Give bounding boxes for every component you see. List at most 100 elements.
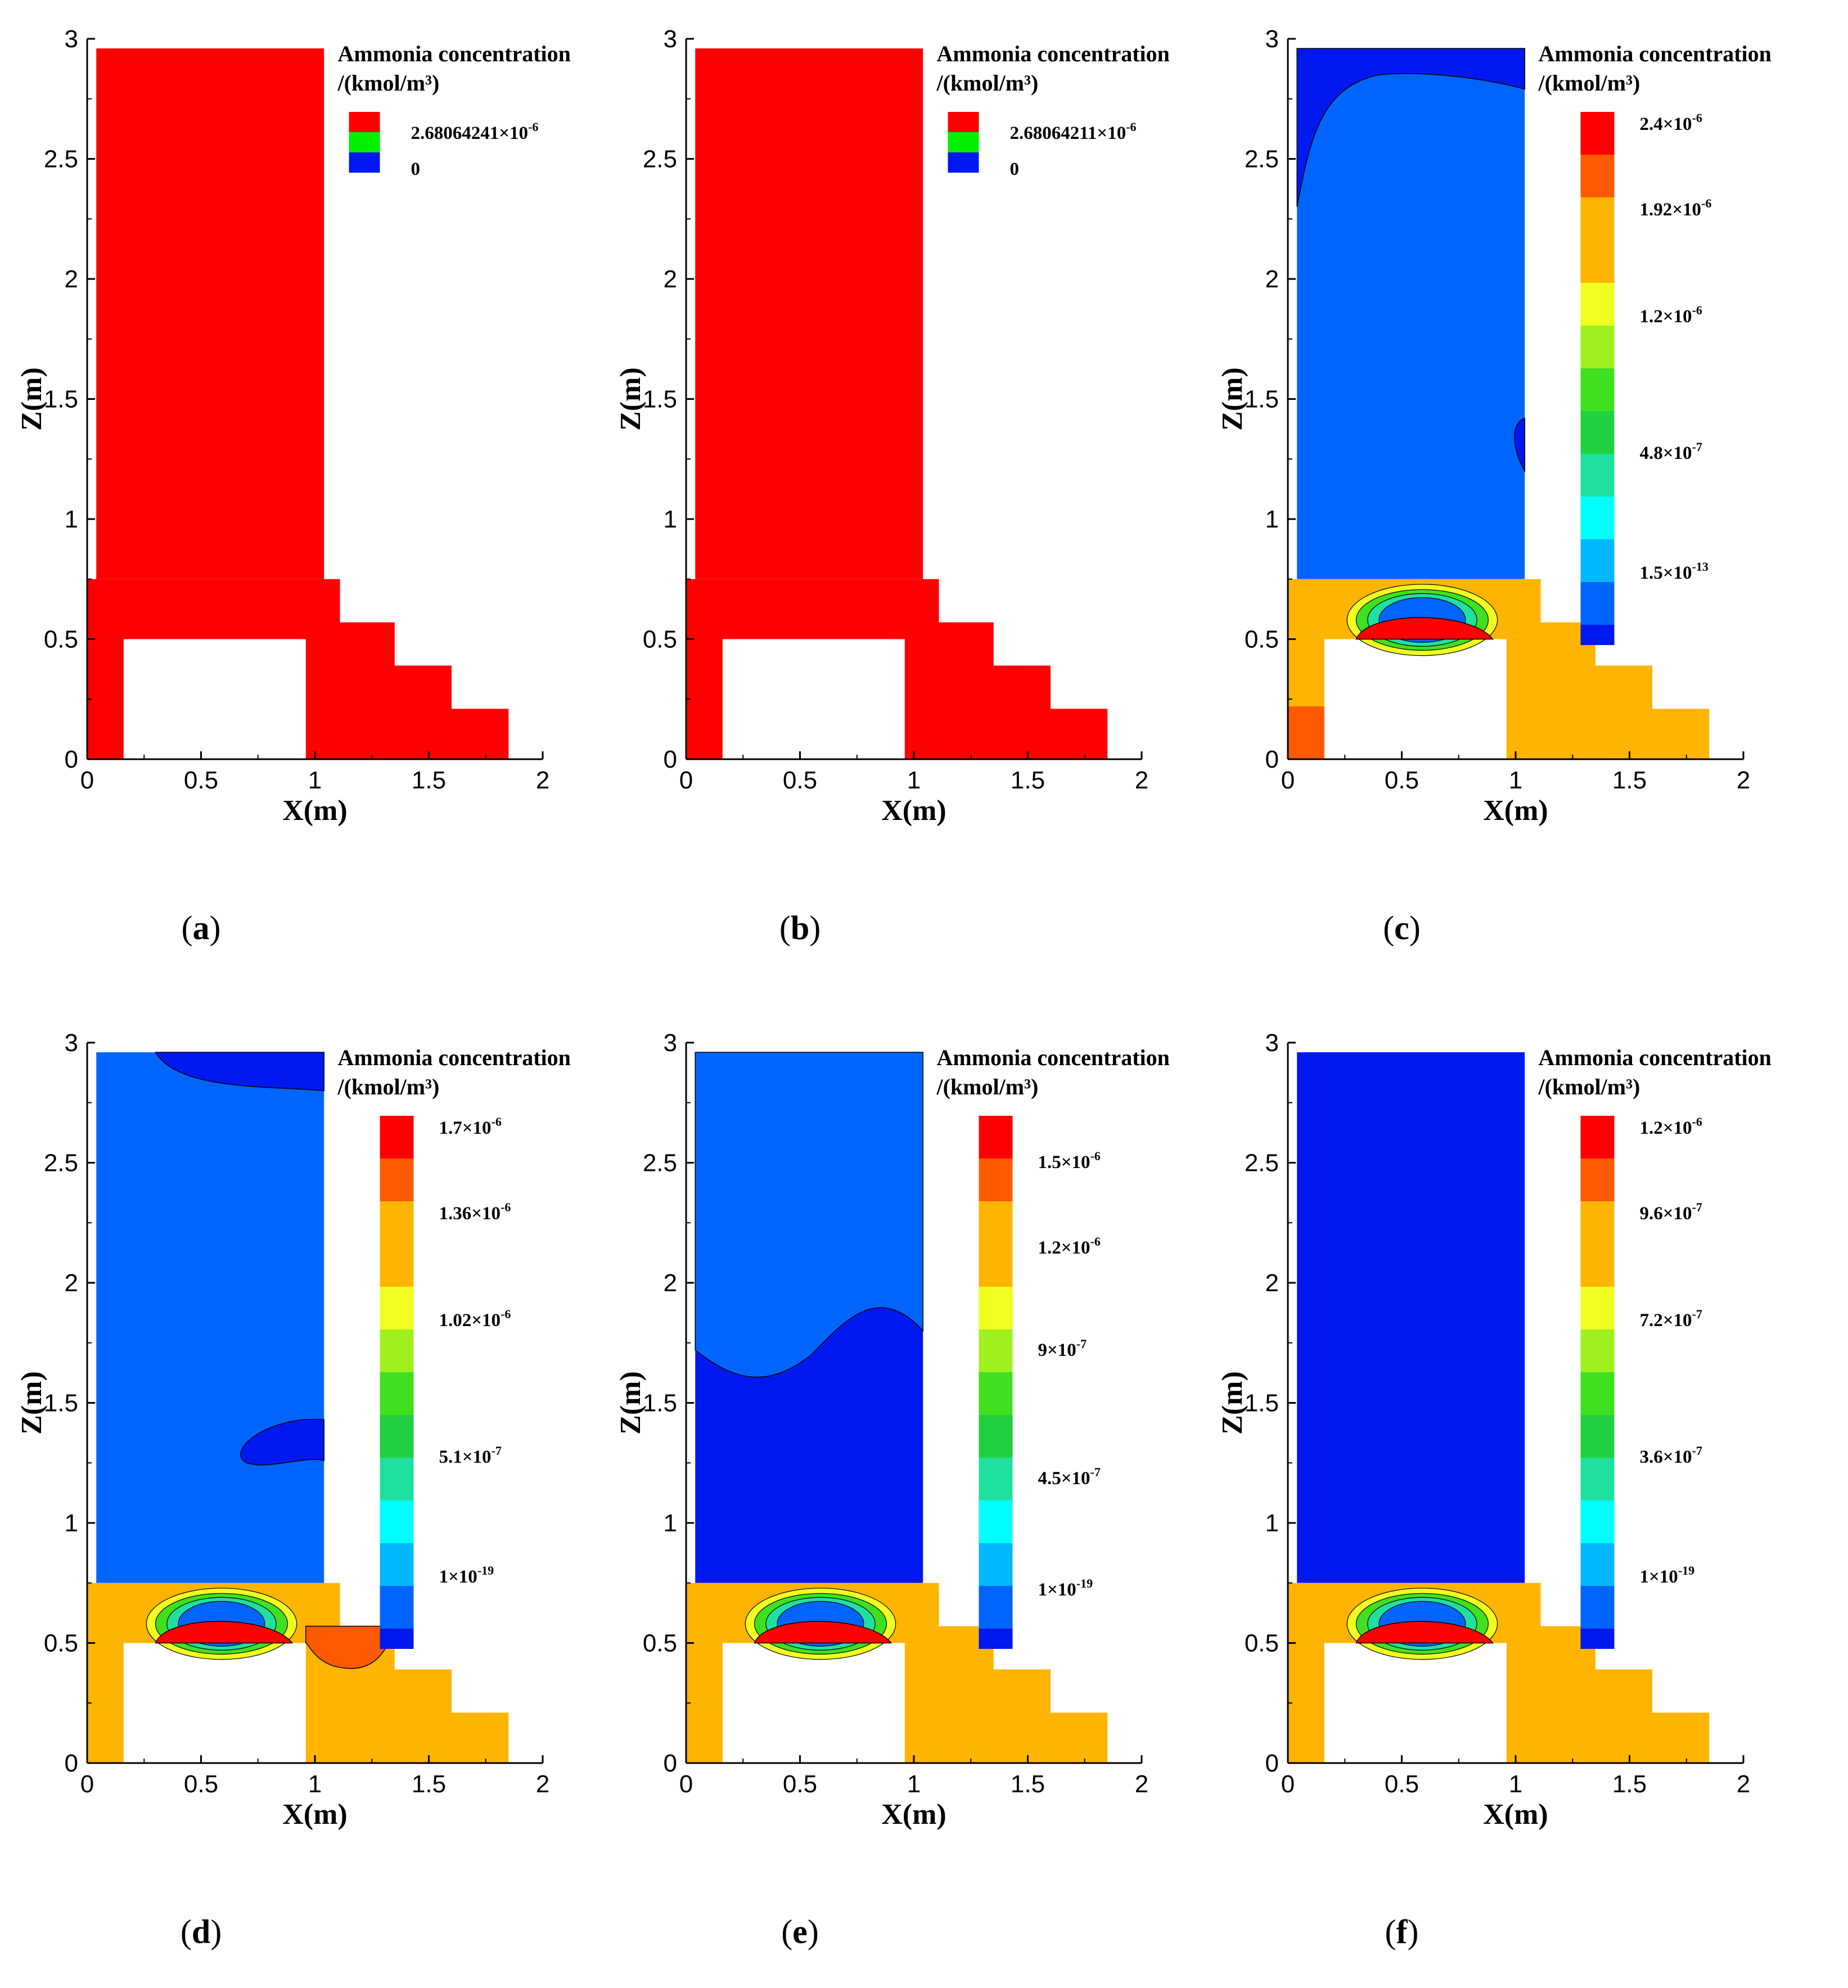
legend-color-band: [1580, 625, 1615, 645]
y-tick-label: 1: [65, 506, 78, 533]
x-axis-label: X(m): [282, 795, 348, 827]
y-axis-label: Z(m): [16, 367, 48, 431]
y-tick-label: 0: [65, 746, 78, 773]
corner-zone: [1288, 706, 1324, 759]
y-axis-label: Z(m): [1216, 1371, 1248, 1435]
legend-color-band: [1580, 368, 1615, 411]
legend-color-band: [1580, 1116, 1615, 1158]
legend-color-band: [979, 1629, 1013, 1649]
x-tick-label: 0: [679, 1770, 693, 1798]
legend-tick-label: 1.5×10-13: [1640, 560, 1709, 583]
legend-unit: /(kmol/m³): [1538, 70, 1640, 96]
legend-color-band: [380, 1586, 414, 1629]
y-tick-label: 2.5: [1245, 1149, 1279, 1177]
y-tick-label: 1.5: [643, 1390, 677, 1417]
legend-level-label: 0: [1010, 159, 1020, 179]
panel-caption: (d): [181, 1913, 222, 1950]
legend-unit: /(kmol/m³): [337, 1074, 440, 1099]
y-tick-label: 2: [1265, 265, 1279, 293]
caption-letter: d: [192, 1913, 210, 1950]
legend-color-band: [979, 1415, 1013, 1458]
x-axis-label: X(m): [282, 1798, 348, 1831]
y-tick-label: 2.5: [44, 146, 78, 173]
low-concentration-zone: [240, 1418, 324, 1466]
upper-domain-field: [695, 48, 923, 579]
legend-color-band: [380, 1458, 414, 1500]
y-tick-label: 3: [65, 1029, 78, 1057]
lower-domain-field: [686, 579, 1108, 759]
x-tick-label: 1: [907, 1770, 921, 1798]
legend-color-band: [1580, 1415, 1615, 1458]
legend-tick-label: 1×10-19: [439, 1563, 494, 1587]
caption-letter: c: [1394, 909, 1409, 946]
legend-color-band: [1580, 1287, 1615, 1329]
x-tick-label: 2: [1737, 767, 1750, 794]
low-concentration-zone: [155, 1052, 324, 1092]
legend-exponent: -7: [1090, 1465, 1101, 1479]
legend-color-band: [979, 1329, 1013, 1372]
y-tick-label: 3: [1265, 1029, 1279, 1057]
panel-caption: (f): [1385, 1913, 1419, 1950]
legend-tick-label: 7.2×10-7: [1640, 1307, 1702, 1331]
caption-letter: b: [791, 909, 809, 946]
legend-exponent: -7: [1692, 1444, 1702, 1458]
y-tick-label: 0.5: [44, 626, 78, 653]
legend-tick-label: 1.2×10-6: [1038, 1234, 1101, 1258]
legend-exponent: -6: [1692, 303, 1702, 317]
lower-domain-field: [87, 1583, 509, 1763]
caption-paren: ): [1407, 1913, 1418, 1950]
legend-swatch: [349, 112, 380, 132]
y-tick-label: 2: [65, 265, 78, 293]
legend-exponent: -6: [1692, 1115, 1702, 1129]
legend-exponent: -6: [1090, 1234, 1101, 1248]
x-tick-label: 0.5: [1385, 1770, 1419, 1798]
legend-exponent: -7: [1692, 1200, 1702, 1214]
legend-color-band: [979, 1458, 1013, 1500]
y-tick-label: 3: [1265, 25, 1279, 53]
legend-color-band: [1580, 1329, 1615, 1372]
x-tick-label: 1: [907, 767, 921, 794]
y-tick-label: 1.5: [44, 1390, 78, 1417]
x-tick-label: 1.5: [1612, 767, 1647, 794]
x-tick-label: 1.5: [412, 1770, 446, 1798]
x-tick-label: 2: [536, 1770, 549, 1798]
caption-paren: (: [1383, 909, 1394, 946]
caption-paren: (: [1385, 1913, 1396, 1950]
legend-color-band: [1580, 1500, 1615, 1543]
legend-color-band: [380, 1329, 414, 1372]
y-tick-label: 0: [664, 1750, 677, 1777]
y-tick-label: 3: [664, 25, 677, 53]
legend-tick-label: 9.6×10-7: [1640, 1200, 1702, 1224]
legend-exponent: -19: [1678, 1563, 1694, 1577]
legend-color-band: [979, 1158, 1013, 1201]
y-tick-label: 0.5: [643, 626, 677, 653]
legend-tick-label: 9×10-7: [1038, 1337, 1087, 1360]
legend-tick-label: 1.5×10-6: [1038, 1149, 1101, 1173]
y-tick-label: 0.5: [1245, 626, 1279, 653]
legend-color-band: [1580, 1629, 1615, 1649]
caption-letter: e: [792, 1913, 808, 1950]
legend-level-label: 0: [411, 159, 421, 179]
legend-color-band: [979, 1372, 1013, 1415]
upper-domain-field: [1297, 1052, 1525, 1583]
legend-color-band: [979, 1586, 1013, 1629]
legend-exponent: -7: [1692, 1307, 1702, 1321]
legend-tick-label: 1.02×10-6: [439, 1307, 511, 1331]
legend-color-band: [1580, 1586, 1615, 1629]
y-tick-label: 1.5: [643, 386, 677, 413]
legend-color-band: [1580, 240, 1615, 283]
hot-spot: [1355, 1621, 1494, 1644]
caption-paren: (: [779, 909, 791, 946]
legend-tick-label: 4.8×10-7: [1640, 440, 1702, 463]
legend-swatch: [349, 132, 380, 152]
legend-exponent: -6: [501, 1200, 511, 1214]
x-tick-label: 1.5: [412, 767, 446, 794]
legend-swatch: [948, 132, 979, 152]
y-tick-label: 0.5: [643, 1630, 677, 1657]
y-tick-label: 2: [664, 265, 677, 293]
y-tick-label: 0.5: [1245, 1630, 1279, 1657]
legend-unit: /(kmol/m³): [337, 70, 440, 96]
legend-color-band: [1580, 582, 1615, 625]
y-tick-label: 2.5: [44, 1149, 78, 1177]
legend-color-band: [1580, 197, 1615, 240]
